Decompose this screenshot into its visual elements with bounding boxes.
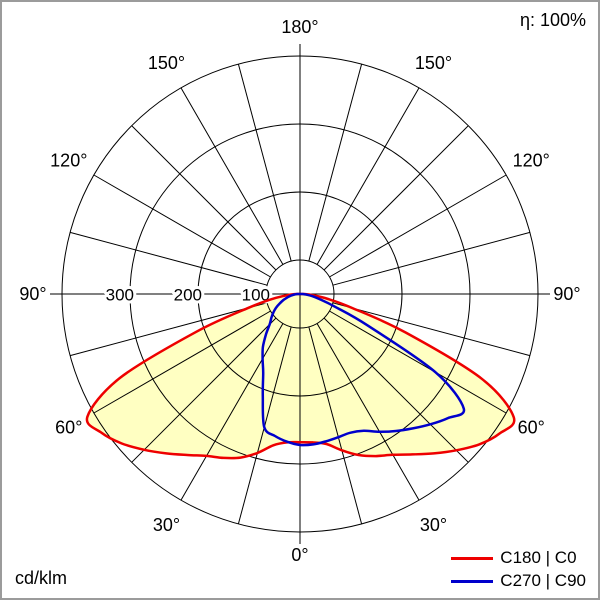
legend-label-c270-c90: C270 | C90 (500, 571, 586, 590)
grid-radial-line (323, 125, 469, 271)
legend: C180 | C0 C270 | C90 (451, 548, 586, 591)
angle-tick-label: 150° (148, 53, 185, 73)
grid-radial-line (329, 174, 507, 278)
angle-tick-label: 150° (415, 53, 452, 73)
legend-item-c180-c0: C180 | C0 (451, 548, 586, 568)
angle-tick-labels: 0° 30° 30° 60° 60° 90° 90° 120° 120° 150° 150° 180° (19, 17, 580, 565)
angle-tick-label: 60° (55, 418, 82, 438)
curve-c270-c90 (261, 292, 466, 447)
grid-radial-line (180, 323, 284, 501)
grid-radial-line (329, 310, 507, 414)
radial-tick-label: 300 (106, 286, 134, 305)
radial-tick-label: 100 (242, 286, 270, 305)
grid-radial-line (131, 317, 277, 463)
polar-grid (50, 44, 550, 544)
angle-tick-label: 0° (291, 545, 308, 565)
legend-red-line (451, 556, 494, 560)
legend-label-c180-c0: C180 | C0 (500, 548, 577, 567)
grid-radial-line (180, 87, 284, 265)
radial-tick-label: 200 (174, 286, 202, 305)
grid-radial-line (69, 231, 268, 286)
grid-radial-line (131, 125, 277, 271)
legend-blue-line (451, 579, 494, 583)
intensity-region-fill (86, 294, 515, 459)
curve-c180-c0 (85, 292, 516, 460)
grid-radial-line (308, 326, 363, 525)
angle-tick-label: 30° (420, 515, 447, 535)
grid-radial-line (332, 231, 531, 286)
angle-tick-label: 60° (518, 418, 545, 438)
grid-radial-line (332, 302, 531, 357)
angle-tick-label: 90° (553, 284, 580, 304)
grid-radial-line (316, 323, 420, 501)
grid-radial-line (316, 87, 420, 265)
angle-tick-label: 180° (281, 17, 318, 37)
angle-tick-label: 120° (50, 151, 87, 171)
radial-tick-labels: 100 200 300 (103, 283, 273, 308)
unit-label: cd/klm (15, 568, 68, 588)
grid-radial-line (323, 317, 469, 463)
grid-radial-line (69, 302, 268, 357)
grid-radial-line (93, 310, 271, 414)
grid-radial-line (308, 63, 363, 262)
angle-tick-label: 120° (513, 151, 550, 171)
grid-radial-line (237, 63, 292, 262)
legend-item-c270-c90: C270 | C90 (451, 571, 586, 591)
efficiency-label: η: 100% (519, 10, 586, 30)
angle-tick-label: 30° (153, 515, 180, 535)
angle-tick-label: 90° (19, 284, 46, 304)
grid-radial-line (93, 174, 271, 278)
